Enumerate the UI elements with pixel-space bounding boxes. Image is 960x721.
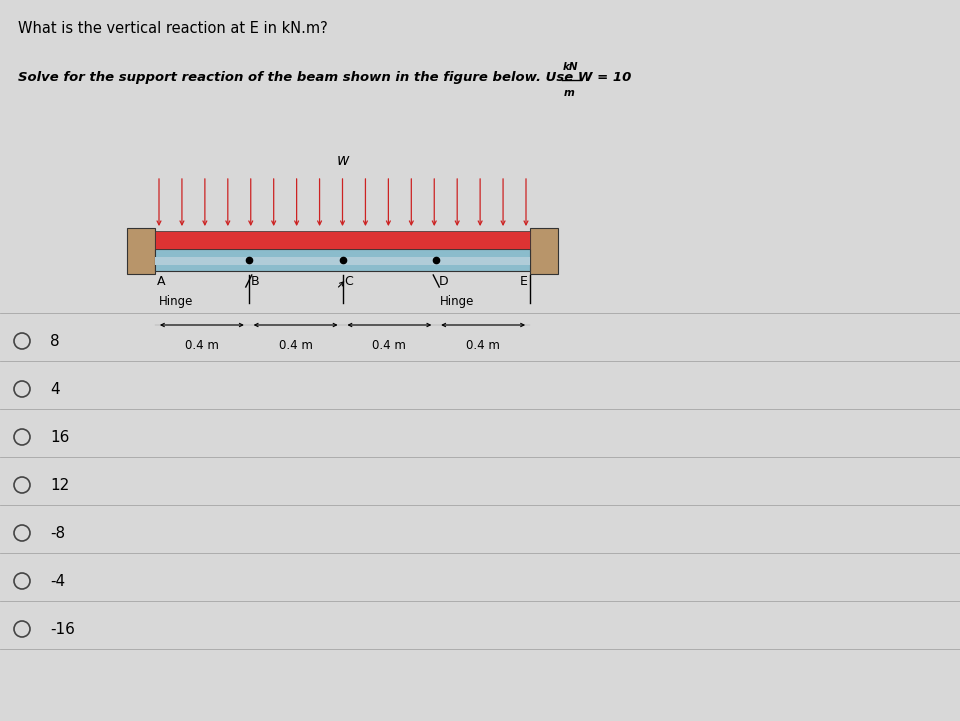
- Text: -16: -16: [50, 622, 75, 637]
- Text: m: m: [564, 88, 575, 98]
- Text: 0.4 m: 0.4 m: [467, 339, 500, 352]
- Bar: [127, 228, 155, 274]
- Text: 16: 16: [50, 430, 69, 445]
- Text: Hinge: Hinge: [441, 295, 474, 308]
- Bar: [155, 257, 530, 265]
- Text: Hinge: Hinge: [159, 295, 193, 308]
- Text: B: B: [251, 275, 259, 288]
- Text: A: A: [157, 275, 165, 288]
- Text: -8: -8: [50, 526, 65, 541]
- Text: Solve for the support reaction of the beam shown in the figure below. Use W = 10: Solve for the support reaction of the be…: [18, 71, 632, 84]
- Text: E: E: [520, 275, 528, 288]
- Bar: [155, 249, 530, 271]
- Bar: [530, 228, 558, 274]
- Text: 0.4 m: 0.4 m: [372, 339, 406, 352]
- Text: D: D: [439, 275, 448, 288]
- Bar: [155, 231, 530, 249]
- Text: What is the vertical reaction at E in kN.m?: What is the vertical reaction at E in kN…: [18, 21, 327, 36]
- Text: -4: -4: [50, 573, 65, 588]
- Text: kN: kN: [563, 62, 579, 72]
- Text: 8: 8: [50, 334, 60, 348]
- Text: 4: 4: [50, 381, 60, 397]
- Text: 12: 12: [50, 477, 69, 492]
- Text: 0.4 m: 0.4 m: [185, 339, 219, 352]
- Text: C: C: [345, 275, 353, 288]
- Text: w: w: [336, 153, 348, 168]
- Text: 0.4 m: 0.4 m: [278, 339, 313, 352]
